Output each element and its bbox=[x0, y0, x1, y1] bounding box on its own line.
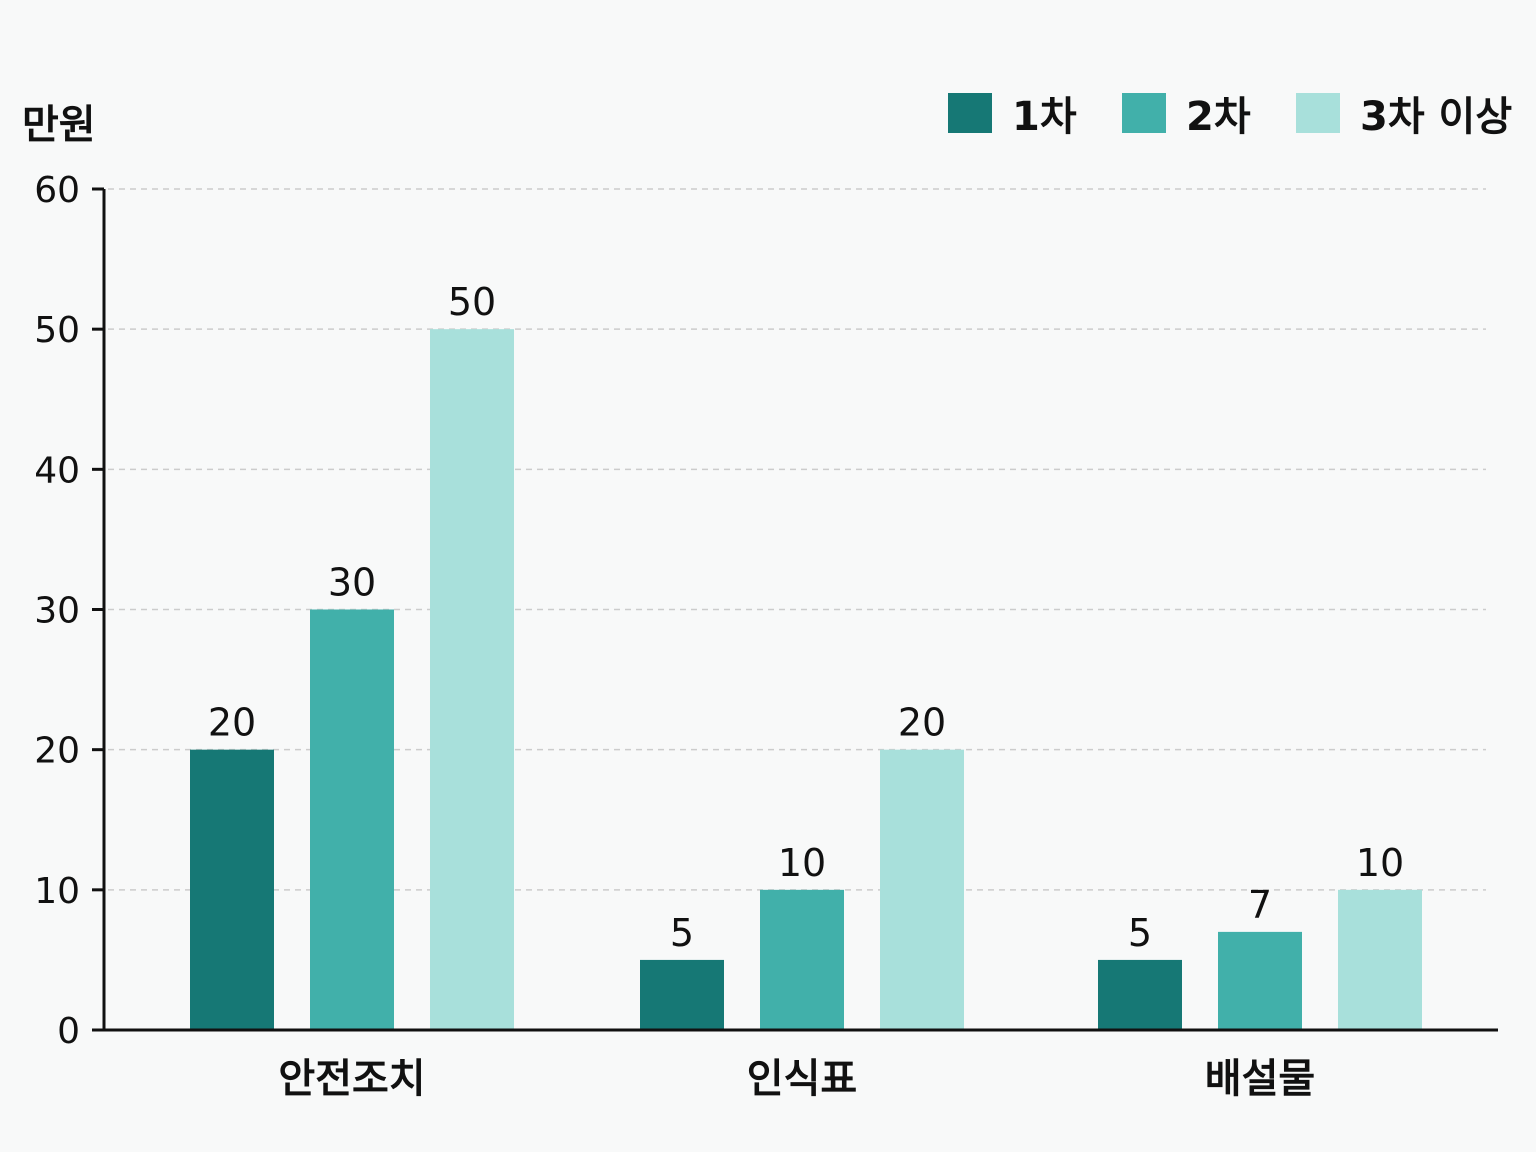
x-tick-label: 안전조치 bbox=[278, 1056, 425, 1102]
legend-label-1: 1차 bbox=[1012, 94, 1077, 140]
legend-item-1: 1차 bbox=[948, 84, 1077, 142]
bar-value-label: 10 bbox=[778, 841, 826, 885]
y-tick-label: 40 bbox=[34, 450, 80, 491]
bar-value-label: 30 bbox=[328, 561, 376, 605]
y-axis-unit-label: 만원 bbox=[22, 102, 96, 148]
y-tick-label: 50 bbox=[34, 310, 80, 351]
y-tick-label: 0 bbox=[57, 1011, 80, 1052]
legend-item-3: 3차 이상 bbox=[1296, 84, 1512, 142]
legend-swatch-2 bbox=[1122, 93, 1166, 133]
bar-value-label: 20 bbox=[208, 701, 256, 745]
x-tick-label: 배설물 bbox=[1205, 1056, 1315, 1102]
legend-item-2: 2차 bbox=[1122, 84, 1251, 142]
x-tick-label: 인식표 bbox=[747, 1056, 857, 1102]
bar-value-label: 50 bbox=[448, 280, 496, 324]
bar bbox=[640, 959, 724, 1030]
bar bbox=[1098, 959, 1182, 1030]
legend-swatch-3 bbox=[1296, 93, 1340, 133]
legend-swatch-1 bbox=[948, 93, 992, 133]
bar bbox=[760, 889, 844, 1030]
bar bbox=[310, 609, 394, 1030]
bar-value-label: 20 bbox=[898, 701, 946, 745]
y-tick-label: 10 bbox=[34, 871, 80, 912]
bar bbox=[880, 749, 964, 1030]
bar-value-label: 10 bbox=[1356, 841, 1404, 885]
y-tick-label: 20 bbox=[34, 731, 80, 772]
bar bbox=[1338, 889, 1422, 1030]
legend-label-3: 3차 이상 bbox=[1360, 94, 1513, 140]
y-tick-label: 30 bbox=[34, 591, 80, 632]
bar-value-label: 5 bbox=[670, 911, 694, 955]
bar bbox=[190, 749, 274, 1030]
bar bbox=[1218, 931, 1302, 1030]
legend-label-2: 2차 bbox=[1186, 94, 1251, 140]
bar bbox=[430, 329, 514, 1031]
y-tick-label: 60 bbox=[34, 170, 80, 211]
bar-value-label: 7 bbox=[1248, 883, 1272, 927]
bar-value-label: 5 bbox=[1128, 911, 1152, 955]
